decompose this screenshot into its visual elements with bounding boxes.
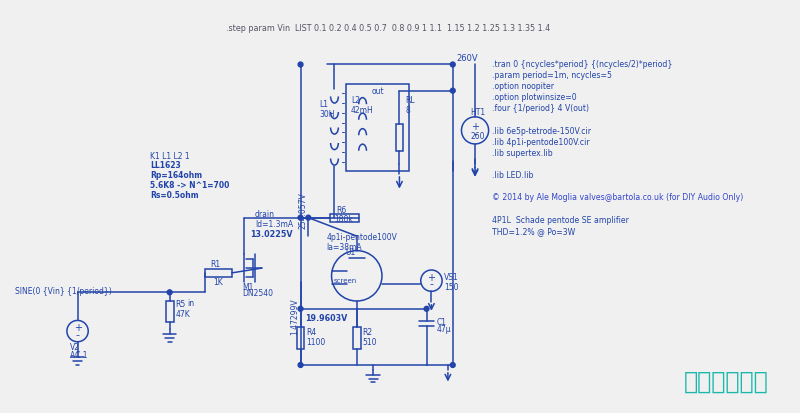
Circle shape — [298, 215, 303, 220]
Circle shape — [424, 306, 429, 311]
Circle shape — [450, 363, 455, 368]
Text: .lib 4p1i-pentode100V.cir: .lib 4p1i-pentode100V.cir — [493, 138, 590, 147]
Text: +: + — [427, 273, 435, 283]
Text: +: + — [471, 123, 479, 133]
Text: U1: U1 — [345, 248, 355, 257]
Bar — [353, 327, 361, 349]
Text: out: out — [371, 87, 384, 96]
Text: .option plotwinsize=0: .option plotwinsize=0 — [493, 93, 577, 102]
Text: in: in — [187, 299, 194, 308]
Text: 150: 150 — [444, 282, 458, 292]
Text: -: - — [473, 129, 477, 139]
Text: Rp=164ohm: Rp=164ohm — [150, 171, 202, 180]
Text: R6: R6 — [337, 206, 346, 215]
Text: R5: R5 — [175, 300, 186, 309]
Text: Rs=0.5ohm: Rs=0.5ohm — [150, 190, 199, 199]
Text: 13.0225V: 13.0225V — [250, 230, 293, 239]
Bar — [297, 327, 305, 349]
Bar — [166, 301, 174, 323]
Text: .four {1/period} 4 V(out): .four {1/period} 4 V(out) — [493, 104, 590, 113]
Text: SINE(0 {Vin} {1/period}): SINE(0 {Vin} {1/period}) — [14, 287, 111, 297]
Text: 5.6K8 -> N^1=700: 5.6K8 -> N^1=700 — [150, 181, 230, 190]
Text: .option noopiter: .option noopiter — [493, 82, 554, 91]
Text: .tran 0 {ncycles*period} {(ncycles/2)*period}: .tran 0 {ncycles*period} {(ncycles/2)*pe… — [493, 59, 673, 69]
Text: Ia=38mA: Ia=38mA — [326, 243, 362, 252]
Text: +: + — [74, 323, 82, 333]
Bar — [395, 123, 403, 151]
Text: 42mH: 42mH — [351, 106, 374, 115]
Text: .step param Vin  LIST 0.1 0.2 0.4 0.5 0.7  0.8 0.9 1 1.1  1.15 1.2 1.25 1.3 1.35: .step param Vin LIST 0.1 0.2 0.4 0.5 0.7… — [226, 24, 550, 33]
Text: 260V: 260V — [457, 54, 478, 62]
Text: K1 L1 L2 1: K1 L1 L2 1 — [150, 152, 190, 161]
Bar — [330, 214, 358, 221]
Circle shape — [298, 62, 303, 67]
Text: .lib LED.lib: .lib LED.lib — [493, 171, 534, 180]
Text: L1: L1 — [319, 100, 328, 109]
Circle shape — [167, 290, 172, 295]
Text: © 2014 by Ale Moglia valves@bartola.co.uk (for DIY Audio Only): © 2014 by Ale Moglia valves@bartola.co.u… — [493, 193, 744, 202]
Text: 510: 510 — [362, 338, 377, 347]
Text: LL1623: LL1623 — [150, 161, 181, 171]
Text: .lib 6e5p-tetrode-150V.cir: .lib 6e5p-tetrode-150V.cir — [493, 126, 591, 135]
Text: AC 1: AC 1 — [70, 351, 87, 361]
Text: -: - — [75, 330, 79, 340]
Text: VS1: VS1 — [444, 273, 458, 282]
Text: 47K: 47K — [175, 310, 190, 319]
Text: M1: M1 — [242, 282, 254, 292]
Bar — [205, 269, 232, 277]
Circle shape — [298, 306, 303, 311]
Text: 1.47299V: 1.47299V — [290, 298, 299, 335]
Text: L2: L2 — [351, 97, 360, 105]
Text: 19.9603V: 19.9603V — [306, 313, 348, 323]
Text: R4: R4 — [306, 328, 317, 337]
Bar — [346, 84, 409, 171]
Text: DN2540: DN2540 — [242, 290, 274, 298]
Text: 254.057V: 254.057V — [299, 192, 308, 229]
Circle shape — [298, 363, 303, 368]
Text: RL: RL — [406, 97, 415, 105]
Text: 1100: 1100 — [306, 338, 326, 347]
Circle shape — [306, 215, 310, 220]
Circle shape — [450, 62, 455, 67]
Text: 1K: 1K — [214, 278, 223, 287]
Text: drain: drain — [255, 210, 275, 219]
Text: C1: C1 — [436, 318, 446, 328]
Text: 8: 8 — [406, 106, 410, 115]
Text: 4p1i-pentode100V: 4p1i-pentode100V — [326, 233, 398, 242]
Text: 彩虹网址导航: 彩虹网址导航 — [684, 370, 769, 394]
Text: Id=1.3mA: Id=1.3mA — [255, 220, 293, 228]
Text: .param period=1m, ncycles=5: .param period=1m, ncycles=5 — [493, 71, 612, 80]
Text: screen: screen — [334, 278, 357, 284]
Text: 30H: 30H — [319, 110, 334, 119]
Text: R1: R1 — [210, 260, 221, 269]
Text: THD=1.2% @ Po=3W: THD=1.2% @ Po=3W — [493, 227, 576, 236]
Circle shape — [450, 88, 455, 93]
Text: V2: V2 — [70, 343, 80, 352]
Text: R2: R2 — [362, 328, 373, 337]
Text: .lib supertex.lib: .lib supertex.lib — [493, 149, 553, 158]
Text: HT1: HT1 — [470, 108, 486, 117]
Text: -: - — [430, 280, 434, 290]
Text: 260: 260 — [470, 132, 485, 141]
Text: 47μ: 47μ — [436, 325, 451, 334]
Text: 180k: 180k — [334, 215, 354, 224]
Text: 4P1L  Schade pentode SE amplifier: 4P1L Schade pentode SE amplifier — [493, 216, 630, 225]
